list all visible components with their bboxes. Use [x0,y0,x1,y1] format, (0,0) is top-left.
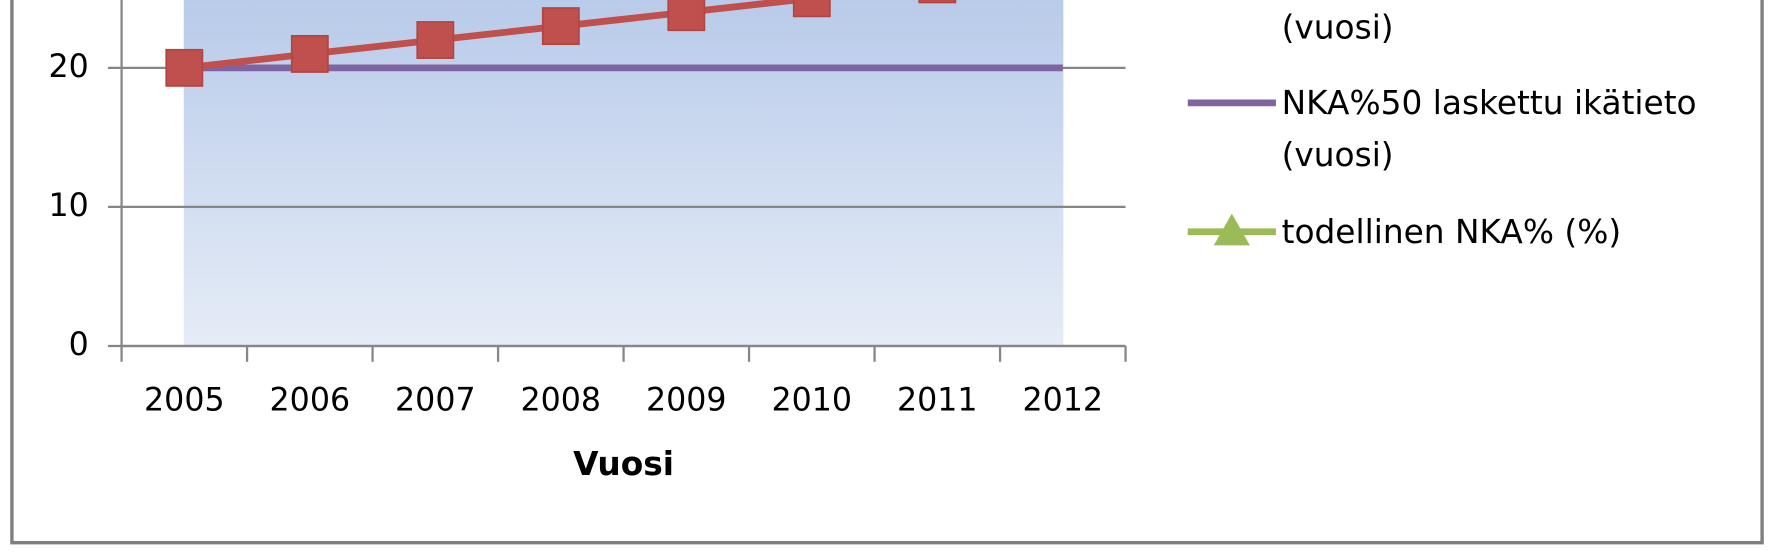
x-tick-label: 2010 [772,382,853,418]
x-tick-label: 2012 [1023,382,1104,418]
legend-label: NKA%50 laskettu ikätieto (vuosi) [1281,83,1697,175]
y-tick-label: 10 [49,188,89,224]
plot-band [183,0,1064,346]
x-tick-label: 2007 [395,382,476,418]
x-tick-label: 2011 [897,382,978,418]
marker [541,7,580,46]
x-tick-label: 2008 [521,382,602,418]
marker [792,0,831,18]
legend-label: (vuosi) [1281,7,1394,47]
legend-entry: todellinen NKA% (%) [1281,212,1622,251]
x-tick-label: 2006 [270,382,351,418]
y-tick-label: 20 [49,49,89,85]
marker [165,48,204,87]
x-axis-title: Vuosi [573,445,674,483]
plot [165,0,1063,87]
legend-entry: NKA%50 laskettu ikätieto (vuosi) [1281,83,1697,175]
legend-marker [1213,213,1250,246]
marker [290,34,329,73]
x-tick-label: 2005 [144,382,225,418]
marker [667,0,706,32]
x-tick-label: 2009 [646,382,727,418]
marker [416,21,455,59]
legend-label: todellinen NKA% (%) [1281,212,1622,251]
marker [918,0,957,4]
y-tick-label: 0 [69,327,89,363]
legend-entry: (vuosi) [1281,7,1394,47]
